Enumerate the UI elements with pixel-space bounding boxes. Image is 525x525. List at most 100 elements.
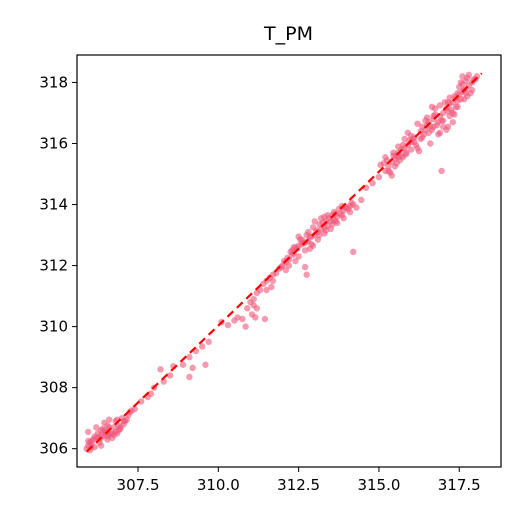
data-point-162 — [388, 172, 395, 179]
data-point-47 — [186, 373, 193, 381]
data-point-201 — [457, 79, 465, 86]
data-point-55 — [244, 305, 251, 312]
data-point-54 — [234, 314, 241, 321]
data-point-21 — [93, 424, 100, 431]
data-point-208 — [436, 102, 444, 109]
data-point-41 — [179, 361, 187, 368]
plot-frame — [76, 54, 502, 468]
data-point-177 — [465, 71, 473, 79]
data-point-242 — [390, 149, 397, 156]
data-point-244 — [345, 205, 352, 213]
y-tick-label-4: 314 — [39, 196, 68, 214]
data-point-281 — [115, 422, 122, 429]
x-axis: 307.5 310.0 312.5 315.0 317.5 — [117, 467, 481, 494]
y-tick-label-0: 306 — [39, 440, 68, 458]
data-point-210 — [459, 73, 466, 80]
data-point-25 — [101, 419, 108, 426]
data-point-24 — [105, 416, 113, 423]
y-tick-label-5: 316 — [39, 135, 68, 153]
data-point-189 — [427, 140, 434, 147]
data-point-272 — [329, 221, 336, 228]
data-point-145 — [395, 143, 402, 150]
data-point-290 — [85, 437, 92, 445]
data-point-44 — [199, 343, 206, 350]
data-point-130 — [385, 163, 392, 170]
data-point-122 — [350, 248, 357, 256]
data-point-217 — [428, 103, 436, 111]
data-point-254 — [287, 248, 294, 256]
data-point-277 — [110, 424, 118, 431]
data-point-46 — [189, 364, 196, 372]
x-tick-label-2: 312.5 — [277, 476, 320, 494]
data-point-72 — [252, 314, 259, 321]
y-tick-label-1: 308 — [39, 379, 68, 397]
data-point-238 — [419, 134, 426, 141]
data-point-231 — [399, 141, 407, 149]
data-point-79 — [269, 277, 277, 285]
reference-line — [85, 72, 483, 453]
data-point-114 — [282, 266, 289, 274]
y-tick-label-2: 310 — [39, 318, 68, 336]
data-point-214 — [393, 160, 400, 167]
data-point-216 — [433, 121, 440, 129]
data-point-234 — [460, 96, 468, 103]
data-point-265 — [348, 199, 355, 207]
data-point-101 — [295, 253, 302, 260]
data-point-124 — [358, 196, 365, 204]
data-point-236 — [414, 144, 421, 152]
y-axis: 306 308 310 312 314 316 318 — [39, 73, 77, 458]
points-layer — [83, 71, 481, 454]
data-point-257 — [277, 263, 285, 271]
data-point-74 — [242, 323, 249, 330]
data-point-183 — [449, 118, 457, 126]
data-point-288 — [94, 430, 102, 437]
data-point-235 — [452, 103, 460, 111]
data-point-223 — [377, 161, 384, 169]
data-point-284 — [110, 431, 118, 439]
data-point-204 — [385, 167, 392, 175]
x-tick-label-3: 315.0 — [357, 476, 400, 494]
chart-title: T_PM — [263, 23, 313, 45]
data-point-258 — [303, 231, 310, 239]
data-point-123 — [353, 204, 360, 211]
data-point-268 — [290, 244, 298, 251]
x-tick-label-0: 307.5 — [117, 476, 160, 494]
data-point-20 — [85, 428, 92, 436]
data-point-146 — [401, 135, 408, 143]
data-point-35 — [138, 398, 145, 405]
data-point-259 — [297, 236, 304, 243]
data-point-267 — [316, 231, 323, 239]
data-point-119 — [301, 263, 309, 271]
data-point-155 — [414, 120, 421, 127]
data-point-233 — [428, 126, 436, 133]
y-tick-label-6: 318 — [39, 73, 68, 91]
data-point-76 — [250, 302, 257, 309]
data-point-42 — [186, 353, 193, 361]
data-point-39 — [166, 372, 174, 379]
data-point-271 — [306, 245, 314, 252]
data-point-193 — [438, 167, 445, 175]
data-point-108 — [311, 218, 318, 225]
data-point-57 — [250, 295, 257, 303]
data-point-229 — [407, 146, 415, 153]
data-point-80 — [239, 315, 246, 323]
data-point-52 — [224, 321, 232, 329]
y-tick-label-3: 312 — [39, 257, 68, 275]
data-point-292 — [104, 433, 111, 440]
data-point-270 — [322, 227, 330, 234]
data-point-115 — [292, 257, 299, 265]
data-point-126 — [369, 179, 376, 187]
data-point-256 — [280, 257, 288, 265]
data-point-209 — [443, 126, 450, 133]
data-point-163 — [439, 109, 447, 117]
data-point-241 — [438, 117, 445, 124]
data-point-285 — [120, 418, 127, 425]
data-point-291 — [97, 442, 105, 449]
data-point-102 — [301, 247, 309, 254]
data-point-45 — [205, 338, 212, 346]
data-point-48 — [202, 361, 209, 368]
data-point-128 — [303, 271, 310, 278]
data-point-49 — [157, 366, 164, 373]
data-point-77 — [263, 286, 270, 294]
